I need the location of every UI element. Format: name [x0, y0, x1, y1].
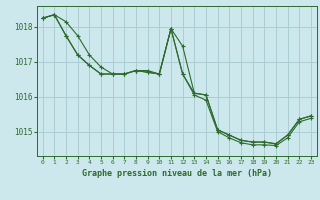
- X-axis label: Graphe pression niveau de la mer (hPa): Graphe pression niveau de la mer (hPa): [82, 169, 272, 178]
